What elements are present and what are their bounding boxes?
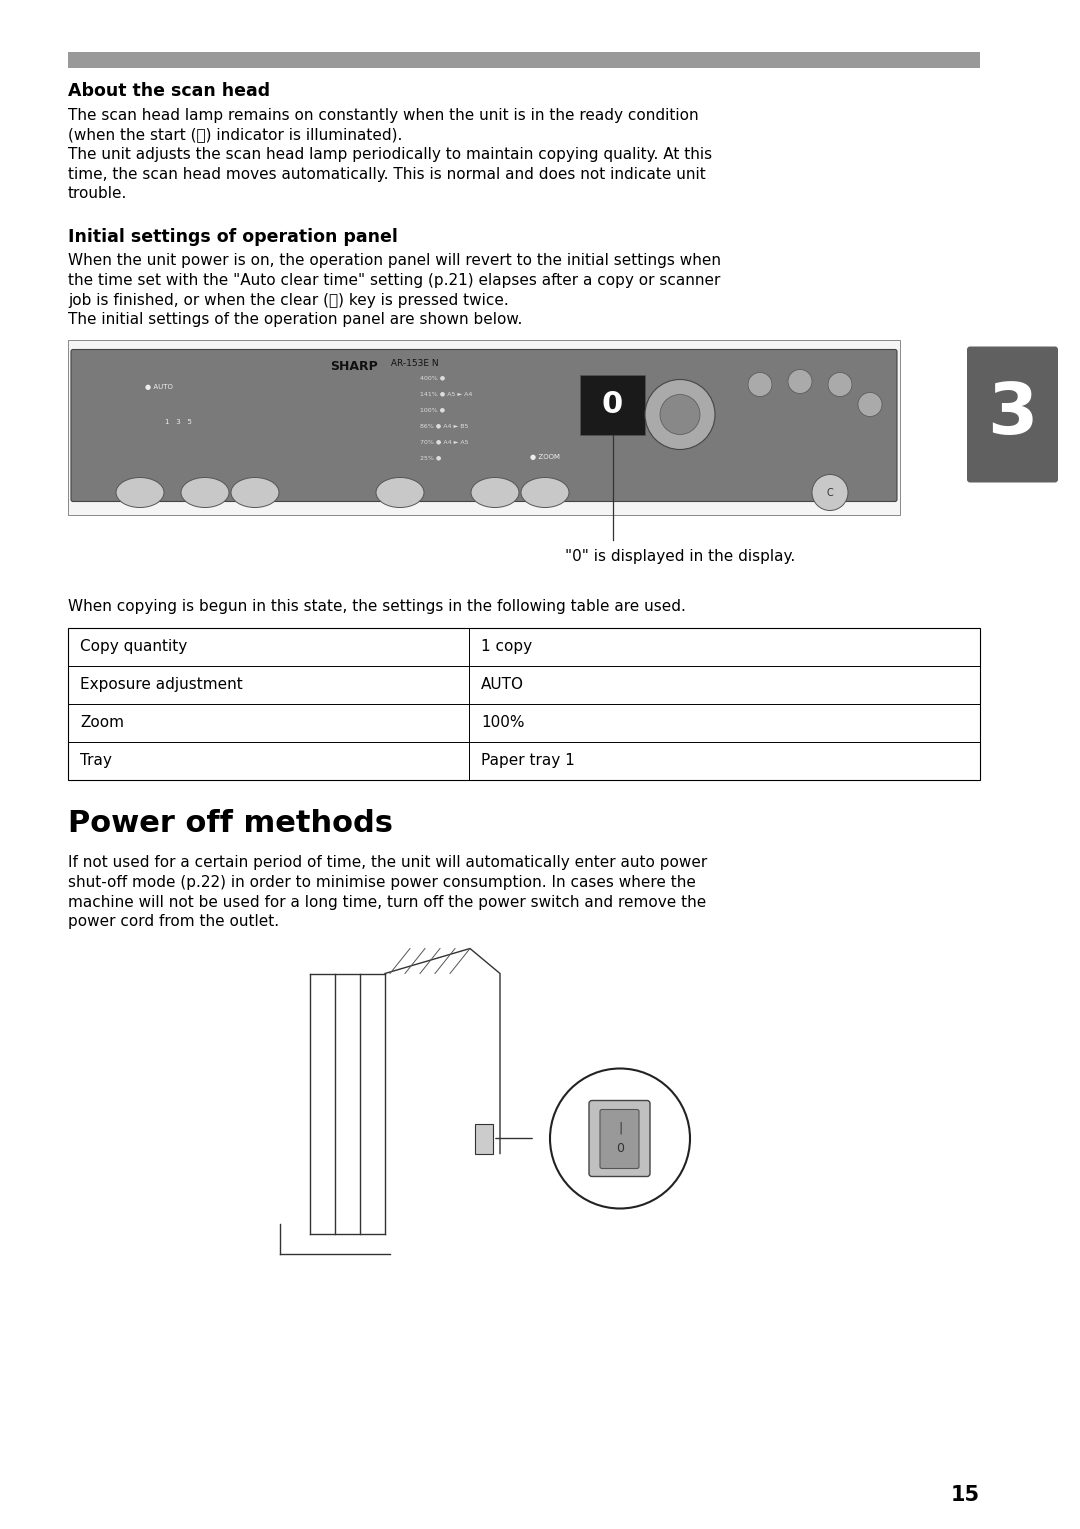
Text: ● AUTO: ● AUTO <box>145 384 173 390</box>
Circle shape <box>550 1069 690 1208</box>
Text: Copy quantity: Copy quantity <box>80 639 187 654</box>
Text: The scan head lamp remains on constantly when the unit is in the ready condition: The scan head lamp remains on constantly… <box>68 109 699 122</box>
Circle shape <box>748 373 772 396</box>
Bar <box>475 1124 492 1153</box>
Text: Paper tray 1: Paper tray 1 <box>482 752 575 768</box>
Text: 3: 3 <box>987 381 1038 450</box>
Circle shape <box>812 474 848 511</box>
Circle shape <box>828 373 852 396</box>
Ellipse shape <box>376 477 424 508</box>
Bar <box>68 339 900 514</box>
Text: the time set with the "Auto clear time" setting (p.21) elapses after a copy or s: the time set with the "Auto clear time" … <box>68 274 720 287</box>
Text: 400% ●: 400% ● <box>420 376 445 381</box>
Ellipse shape <box>231 477 279 508</box>
Text: 25% ●: 25% ● <box>420 456 442 460</box>
Text: AUTO: AUTO <box>482 677 524 693</box>
Ellipse shape <box>521 477 569 508</box>
Text: 0: 0 <box>602 390 623 419</box>
Text: machine will not be used for a long time, turn off the power switch and remove t: machine will not be used for a long time… <box>68 894 706 910</box>
Circle shape <box>858 393 882 416</box>
Text: ● ZOOM: ● ZOOM <box>530 454 561 460</box>
FancyBboxPatch shape <box>589 1101 650 1176</box>
Text: Exposure adjustment: Exposure adjustment <box>80 677 243 693</box>
Text: 0: 0 <box>616 1142 624 1154</box>
Text: Initial settings of operation panel: Initial settings of operation panel <box>68 228 397 246</box>
Text: shut-off mode (p.22) in order to minimise power consumption. In cases where the: shut-off mode (p.22) in order to minimis… <box>68 875 696 890</box>
Text: The initial settings of the operation panel are shown below.: The initial settings of the operation pa… <box>68 312 523 327</box>
Text: 15: 15 <box>950 1485 980 1505</box>
Text: C: C <box>826 488 834 497</box>
Circle shape <box>645 379 715 450</box>
Text: |: | <box>618 1122 622 1135</box>
FancyBboxPatch shape <box>71 350 897 502</box>
Text: 100%: 100% <box>482 716 525 729</box>
Text: Power off methods: Power off methods <box>68 809 393 838</box>
Circle shape <box>788 370 812 393</box>
Text: (when the start (ⓢ) indicator is illuminated).: (when the start (ⓢ) indicator is illumin… <box>68 127 403 142</box>
Text: If not used for a certain period of time, the unit will automatically enter auto: If not used for a certain period of time… <box>68 856 707 870</box>
FancyBboxPatch shape <box>967 347 1058 483</box>
Text: 70% ● A4 ► A5: 70% ● A4 ► A5 <box>420 439 469 445</box>
Text: time, the scan head moves automatically. This is normal and does not indicate un: time, the scan head moves automatically.… <box>68 167 705 182</box>
Text: Tray: Tray <box>80 752 112 768</box>
Ellipse shape <box>471 477 519 508</box>
Text: 100% ●: 100% ● <box>420 408 445 413</box>
Text: "0" is displayed in the display.: "0" is displayed in the display. <box>565 549 795 564</box>
Text: 1   3   5: 1 3 5 <box>165 419 192 425</box>
Bar <box>68 52 980 67</box>
Text: AR-153E N: AR-153E N <box>388 359 438 368</box>
Text: 1 copy: 1 copy <box>482 639 532 654</box>
Ellipse shape <box>116 477 164 508</box>
Circle shape <box>660 394 700 434</box>
Text: trouble.: trouble. <box>68 187 127 200</box>
FancyBboxPatch shape <box>600 1110 639 1168</box>
Bar <box>580 375 645 434</box>
Ellipse shape <box>181 477 229 508</box>
Text: The unit adjusts the scan head lamp periodically to maintain copying quality. At: The unit adjusts the scan head lamp peri… <box>68 147 712 162</box>
Text: About the scan head: About the scan head <box>68 83 270 99</box>
Text: Zoom: Zoom <box>80 716 124 729</box>
Text: When the unit power is on, the operation panel will revert to the initial settin: When the unit power is on, the operation… <box>68 254 721 269</box>
Bar <box>68 627 980 780</box>
Text: job is finished, or when the clear (Ⓒ) key is pressed twice.: job is finished, or when the clear (Ⓒ) k… <box>68 292 509 307</box>
Text: SHARP: SHARP <box>330 359 378 373</box>
Text: power cord from the outlet.: power cord from the outlet. <box>68 914 279 930</box>
Text: When copying is begun in this state, the settings in the following table are use: When copying is begun in this state, the… <box>68 599 686 615</box>
Text: 86% ● A4 ► B5: 86% ● A4 ► B5 <box>420 424 469 428</box>
Text: 141% ● A5 ► A4: 141% ● A5 ► A4 <box>420 391 472 396</box>
